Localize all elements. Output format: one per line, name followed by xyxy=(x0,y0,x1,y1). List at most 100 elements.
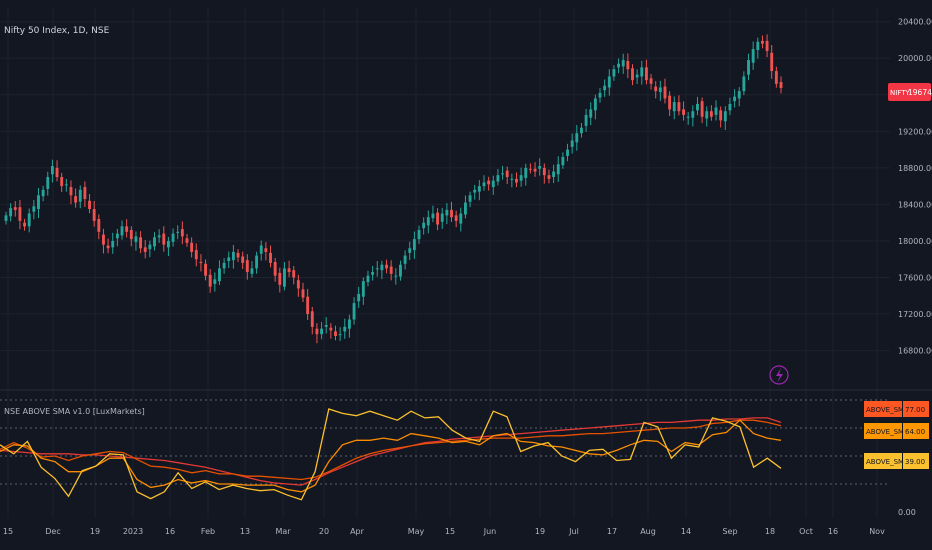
candle-body[interactable] xyxy=(199,261,203,263)
candle-body[interactable] xyxy=(32,206,36,212)
candle-body[interactable] xyxy=(50,166,54,175)
candle-body[interactable] xyxy=(9,208,13,217)
candle-body[interactable] xyxy=(686,116,690,118)
candle-body[interactable] xyxy=(598,92,602,98)
candle-body[interactable] xyxy=(672,102,676,112)
candle-body[interactable] xyxy=(459,213,463,224)
candle-body[interactable] xyxy=(245,260,249,273)
candle-body[interactable] xyxy=(259,245,263,254)
candle-body[interactable] xyxy=(696,103,699,111)
candle-body[interactable] xyxy=(283,268,286,287)
candle-body[interactable] xyxy=(533,168,537,172)
candle-body[interactable] xyxy=(301,289,305,298)
candle-body[interactable] xyxy=(389,266,393,274)
candle-body[interactable] xyxy=(250,268,254,274)
candle-body[interactable] xyxy=(213,279,217,284)
candle-body[interactable] xyxy=(700,101,704,117)
candle-body[interactable] xyxy=(23,222,27,227)
candle-body[interactable] xyxy=(603,85,607,91)
candle-body[interactable] xyxy=(399,264,402,277)
candle-body[interactable] xyxy=(385,264,388,269)
candle-body[interactable] xyxy=(269,252,272,263)
candle-body[interactable] xyxy=(709,111,713,117)
candle-body[interactable] xyxy=(719,110,723,121)
candle-body[interactable] xyxy=(501,173,504,175)
candle-body[interactable] xyxy=(361,281,365,297)
candle-body[interactable] xyxy=(92,208,96,221)
candle-body[interactable] xyxy=(292,270,296,278)
candle-body[interactable] xyxy=(310,311,314,327)
candle-body[interactable] xyxy=(143,247,147,252)
candle-body[interactable] xyxy=(640,67,644,77)
candle-body[interactable] xyxy=(510,178,514,180)
candle-body[interactable] xyxy=(176,231,180,233)
candle-body[interactable] xyxy=(4,215,8,221)
candle-body[interactable] xyxy=(343,326,347,332)
candle-body[interactable] xyxy=(733,96,737,102)
candle-body[interactable] xyxy=(747,60,750,75)
candle-body[interactable] xyxy=(320,328,324,335)
candle-body[interactable] xyxy=(556,164,560,175)
candle-body[interactable] xyxy=(542,167,546,176)
candle-body[interactable] xyxy=(83,187,87,199)
candle-body[interactable] xyxy=(663,86,667,99)
candle-body[interactable] xyxy=(677,102,681,112)
candle-body[interactable] xyxy=(584,114,588,126)
candle-body[interactable] xyxy=(612,69,616,77)
candle-body[interactable] xyxy=(552,171,556,178)
candle-body[interactable] xyxy=(329,327,333,331)
candle-body[interactable] xyxy=(208,274,212,287)
candle-body[interactable] xyxy=(626,60,630,70)
candle-body[interactable] xyxy=(524,167,528,178)
candle-body[interactable] xyxy=(422,222,426,229)
candle-body[interactable] xyxy=(227,257,231,262)
candle-body[interactable] xyxy=(162,233,166,245)
candle-body[interactable] xyxy=(394,275,398,277)
candle-body[interactable] xyxy=(635,74,639,78)
candle-body[interactable] xyxy=(723,111,727,122)
candle-body[interactable] xyxy=(185,238,189,243)
candle-body[interactable] xyxy=(64,184,68,186)
candle-body[interactable] xyxy=(148,244,152,250)
candle-body[interactable] xyxy=(463,202,467,215)
candle-body[interactable] xyxy=(682,109,685,115)
candle-body[interactable] xyxy=(88,200,91,209)
candle-body[interactable] xyxy=(347,319,351,329)
candle-body[interactable] xyxy=(27,213,31,227)
candle-body[interactable] xyxy=(375,268,379,270)
candle-body[interactable] xyxy=(649,78,653,84)
candle-body[interactable] xyxy=(631,68,634,81)
indicator-series-above-sma-100[interactable] xyxy=(0,419,782,481)
candle-body[interactable] xyxy=(18,207,22,221)
candle-body[interactable] xyxy=(644,67,648,81)
candle-body[interactable] xyxy=(658,87,662,93)
candle-body[interactable] xyxy=(78,189,82,202)
candle-body[interactable] xyxy=(120,226,124,236)
candle-body[interactable] xyxy=(115,233,119,239)
candle-body[interactable] xyxy=(97,219,101,232)
candle-body[interactable] xyxy=(770,52,774,72)
candle-body[interactable] xyxy=(593,98,597,111)
candle-body[interactable] xyxy=(273,261,277,276)
candle-body[interactable] xyxy=(566,149,569,156)
candle-body[interactable] xyxy=(487,180,491,185)
candle-body[interactable] xyxy=(296,280,300,289)
candle-body[interactable] xyxy=(46,177,50,189)
candle-body[interactable] xyxy=(41,189,45,197)
candle-body[interactable] xyxy=(728,103,732,111)
candle-body[interactable] xyxy=(751,49,755,63)
candle-body[interactable] xyxy=(528,168,532,170)
candle-body[interactable] xyxy=(236,252,240,258)
candle-body[interactable] xyxy=(102,234,105,245)
candle-body[interactable] xyxy=(412,239,416,251)
candle-body[interactable] xyxy=(417,230,421,240)
candle-body[interactable] xyxy=(13,207,17,210)
candle-body[interactable] xyxy=(760,40,764,44)
candle-body[interactable] xyxy=(180,229,184,237)
candle-body[interactable] xyxy=(255,255,259,269)
candle-body[interactable] xyxy=(668,95,672,110)
candle-body[interactable] xyxy=(617,63,621,68)
candle-body[interactable] xyxy=(654,86,658,92)
candle-body[interactable] xyxy=(157,235,161,238)
candle-body[interactable] xyxy=(306,296,310,315)
